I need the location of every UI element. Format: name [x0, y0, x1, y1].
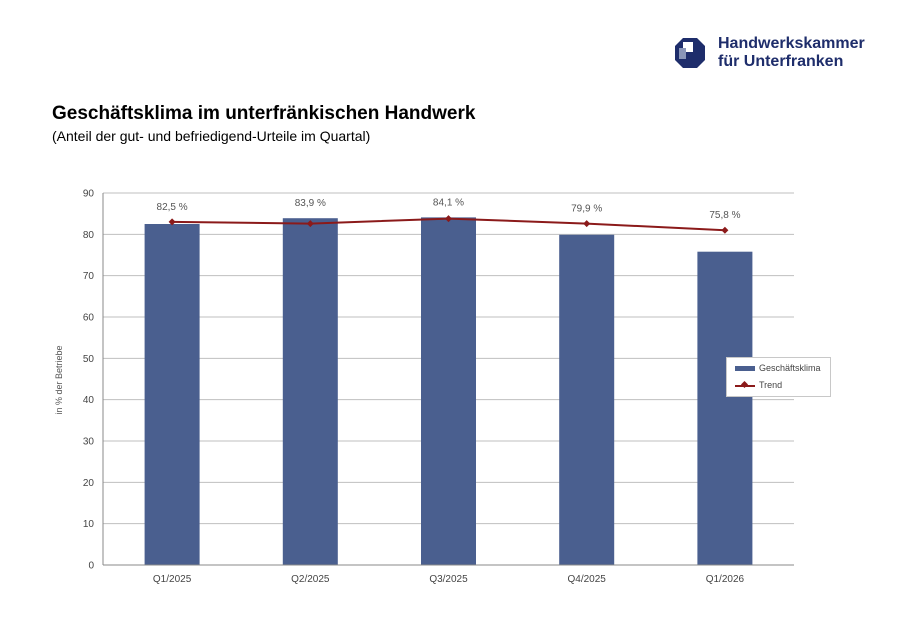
y-tick-label: 90	[83, 189, 95, 200]
data-label: 82,5 %	[157, 202, 188, 213]
trend-series: 82,5 % 83,9 % 84,1 % 79,9 % 75,8 %	[157, 197, 741, 234]
legend-bar-label: Geschäftsklima	[759, 363, 821, 373]
bar	[421, 217, 476, 566]
x-tick-label: Q2/2025	[291, 574, 330, 585]
trend-point	[721, 226, 729, 234]
trend-point	[583, 220, 591, 228]
y-tick-label: 70	[83, 271, 95, 282]
y-tick-label: 80	[83, 230, 95, 241]
x-tick-label: Q4/2025	[568, 574, 607, 585]
y-tick-label: 60	[83, 313, 95, 324]
hwk-logo-icon	[675, 38, 705, 68]
org-name-line1: Handwerkskammer	[718, 35, 865, 52]
legend-item-line: Trend	[735, 380, 782, 390]
data-label: 84,1 %	[433, 197, 464, 208]
y-axis-label: in % der Betriebe	[54, 345, 64, 414]
org-name-line2: für Unterfranken	[718, 53, 844, 70]
chart-legend: Geschäftsklima Trend	[726, 357, 831, 397]
y-tick-label: 50	[83, 354, 95, 365]
bar	[559, 234, 615, 565]
x-tick-label: Q1/2026	[706, 574, 745, 585]
org-logo: Handwerkskammer für Unterfranken	[674, 34, 874, 74]
legend-item-bar: Geschäftsklima	[735, 363, 821, 373]
bar-series	[144, 217, 753, 566]
chart-subtitle: (Anteil der gut- und befriedigend-Urteil…	[52, 128, 371, 144]
data-label: 83,9 %	[295, 198, 326, 209]
y-tick-label: 10	[83, 519, 95, 530]
y-tick-label: 20	[83, 478, 95, 489]
legend-bar-swatch	[735, 366, 755, 372]
bar	[697, 251, 753, 565]
legend-line-label: Trend	[759, 380, 783, 390]
trend-point	[168, 218, 176, 226]
data-label: 75,8 %	[709, 210, 740, 221]
bar	[282, 218, 338, 566]
y-tick-label: 0	[88, 561, 94, 572]
org-name: Handwerkskammer für Unterfranken	[718, 35, 865, 71]
axes: 0 10 20 30 40 50 60 70 80 90 Q1/2025 Q2/2025 Q3/2025…	[83, 189, 794, 585]
y-tick-label: 40	[83, 395, 95, 406]
trend-point	[306, 220, 314, 228]
chart-title: Geschäftsklima im unterfränkischen Handw…	[52, 103, 476, 124]
legend-line-swatch	[735, 384, 755, 387]
bar	[144, 224, 200, 565]
x-tick-label: Q3/2025	[429, 574, 468, 585]
data-label: 79,9 %	[571, 204, 602, 215]
y-tick-label: 30	[83, 437, 95, 448]
trend-point	[445, 215, 452, 223]
x-tick-label: Q1/2025	[153, 574, 192, 585]
